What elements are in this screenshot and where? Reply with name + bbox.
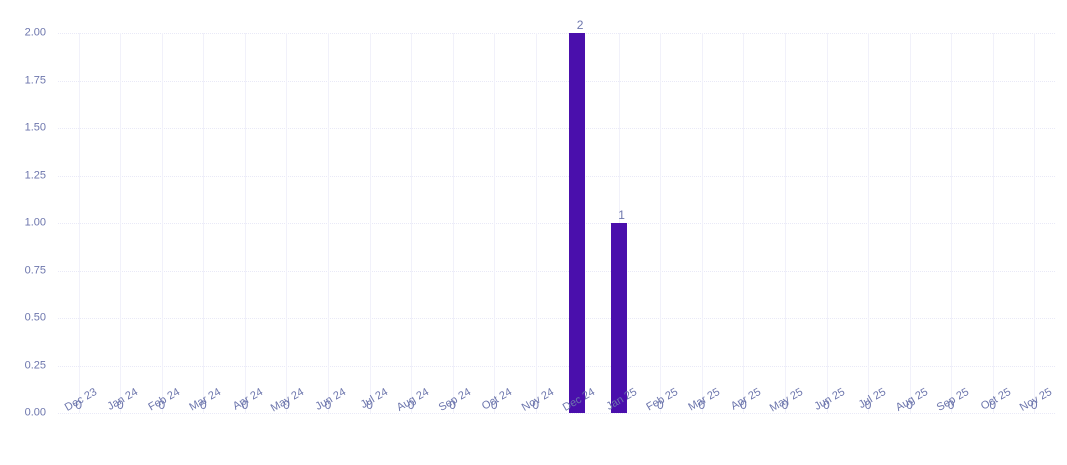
gridline-horizontal: [58, 365, 1055, 367]
bar-value-label: 0: [407, 398, 415, 413]
y-axis-tick-label: 1.75: [24, 74, 46, 86]
bar-value-label: 0: [158, 398, 166, 413]
gridline-horizontal: [58, 175, 1055, 177]
bar-value-label: 0: [698, 398, 706, 413]
bar-value-label: 0: [200, 398, 207, 413]
gridline-vertical: [784, 33, 786, 413]
gridline-horizontal: [58, 270, 1055, 272]
gridline-vertical: [660, 33, 662, 413]
gridline-vertical: [244, 33, 246, 413]
gridline-horizontal: [58, 33, 1055, 34]
bar-value-label: 0: [989, 398, 997, 413]
gridline-vertical: [203, 33, 205, 413]
gridline-vertical: [909, 33, 911, 413]
gridline-vertical: [120, 33, 122, 413]
y-axis-tick-label: 1.00: [24, 216, 46, 229]
gridline-horizontal: [58, 128, 1055, 129]
gridline-horizontal: [58, 80, 1055, 82]
gridline-horizontal: [58, 318, 1055, 319]
bar-value-label: 0: [906, 398, 913, 413]
y-axis-tick-label: 0.25: [24, 359, 46, 371]
gridline-vertical: [535, 33, 537, 413]
gridline-vertical: [411, 33, 413, 413]
gridline-horizontal: [58, 413, 1055, 414]
gridline-horizontal: [58, 223, 1055, 224]
bar-value-label: 0: [449, 398, 456, 413]
bar-value-label: 0: [864, 398, 872, 413]
y-axis-tick-label: 1.25: [24, 169, 46, 181]
plot-area: 0 0 0 0 0 0 0 0 0 0 0 0 2 1 0 0 0 0 0 0 0 0 0 0: [58, 18, 1055, 414]
y-axis-tick-label: 0.50: [24, 311, 46, 324]
y-axis-tick-label: 0.00: [24, 406, 46, 419]
bar-value-label: 0: [283, 398, 290, 413]
bar-value-label: 0: [324, 398, 332, 413]
bar-value-label: 0: [116, 398, 124, 413]
gridline-vertical: [992, 33, 994, 413]
gridline-vertical: [369, 33, 371, 413]
y-axis-tick-label: 2.00: [24, 26, 46, 39]
gridline-vertical: [494, 33, 496, 413]
gridline-vertical: [161, 33, 163, 413]
y-axis-tick-label: 1.50: [24, 121, 46, 134]
bar-value-label: 0: [490, 398, 498, 413]
gridline-vertical: [286, 33, 288, 413]
gridline-vertical: [826, 33, 828, 413]
bar-value-label: 0: [823, 398, 830, 413]
bar-value-label: 0: [657, 398, 664, 413]
gridline-vertical: [1034, 33, 1036, 413]
bar[interactable]: [569, 33, 586, 413]
bar-value-label: 0: [1030, 398, 1038, 413]
bar-value-label: 2: [576, 18, 584, 33]
bar-value-label: 0: [781, 398, 789, 413]
bar-value-label: 1: [618, 208, 625, 223]
bar-value-label: 0: [740, 398, 747, 413]
gridline-vertical: [951, 33, 953, 413]
gridline-vertical: [78, 33, 80, 413]
gridline-vertical: [328, 33, 330, 413]
bar-value-label: 0: [241, 398, 249, 413]
gridline-vertical: [743, 33, 745, 413]
bar-value-label: 0: [947, 398, 955, 413]
bar-value-label: 0: [366, 398, 373, 413]
gridline-vertical: [701, 33, 703, 413]
gridline-vertical: [868, 33, 870, 413]
gridline-vertical: [452, 33, 454, 413]
bar[interactable]: [610, 223, 627, 413]
bar-value-label: 0: [75, 398, 83, 413]
bar-value-label: 0: [532, 398, 540, 413]
y-axis-tick-label: 0.75: [24, 264, 46, 276]
